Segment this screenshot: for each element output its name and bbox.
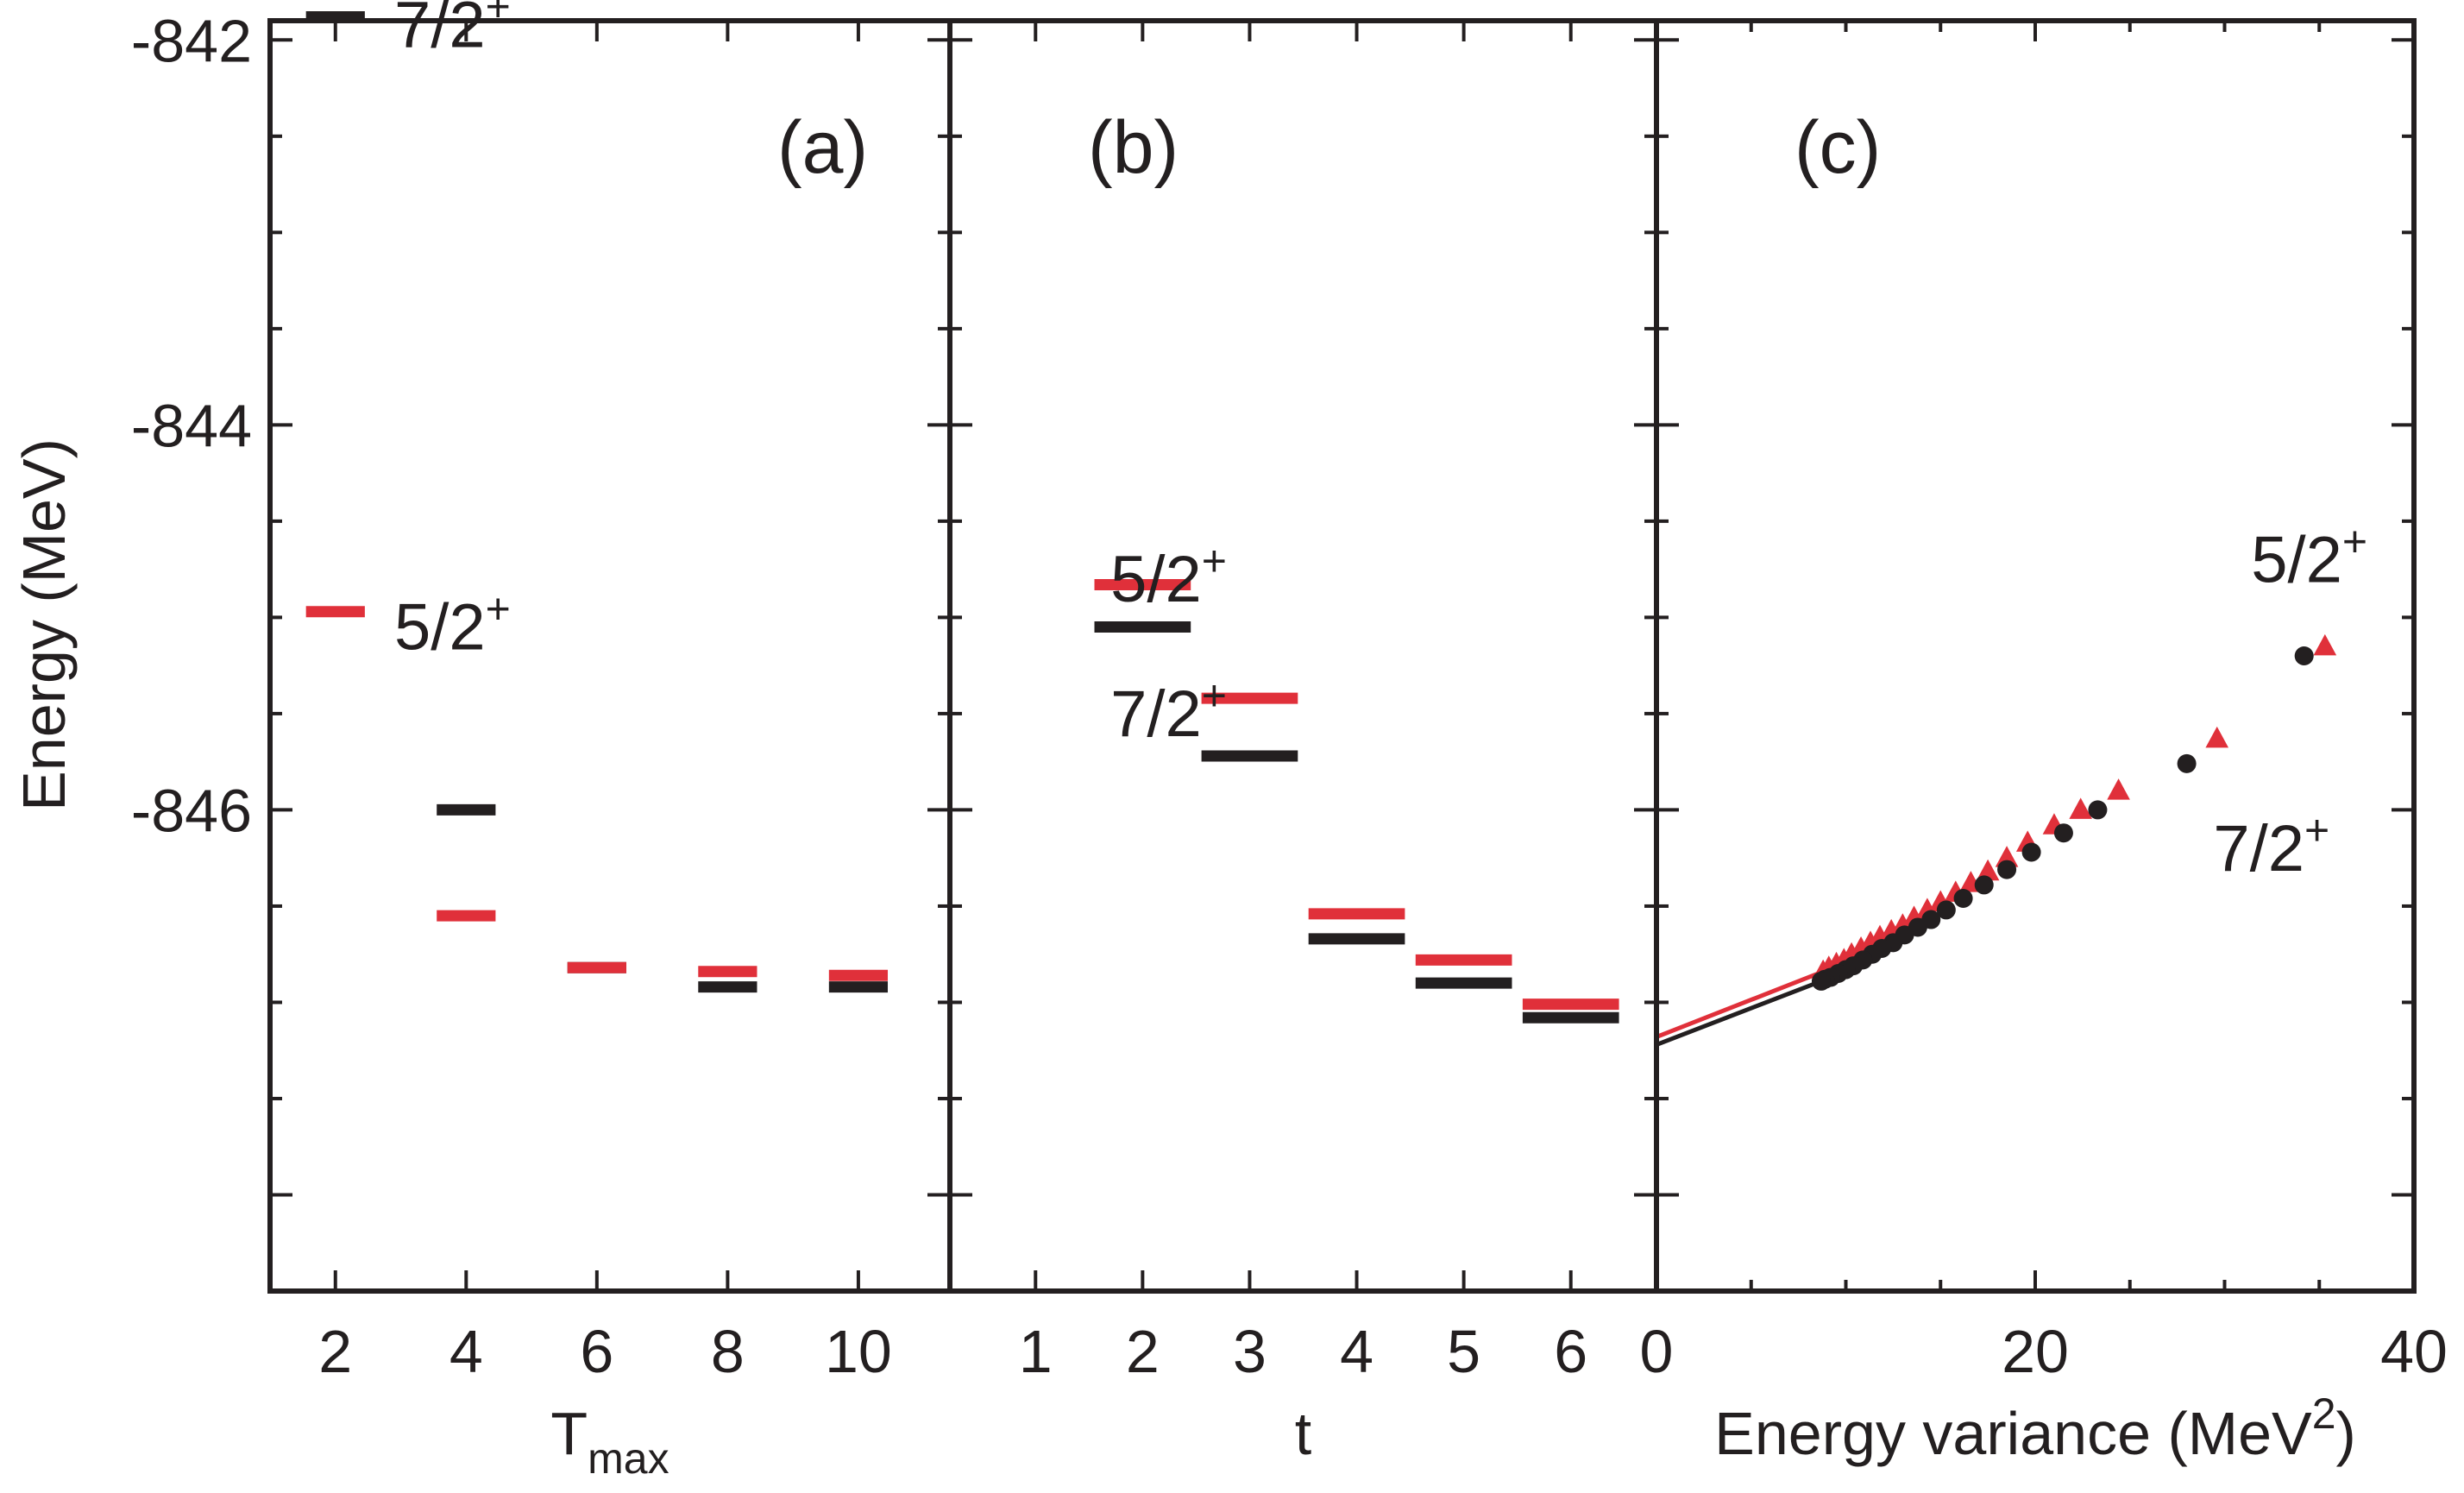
x-tick-label: 6	[1554, 1318, 1587, 1385]
panel-1: 1 2 3 4 5 6 5/2+ 7/2+ (b) t	[947, 18, 1659, 1467]
data-point	[2294, 646, 2314, 665]
data-point	[2021, 842, 2041, 862]
level-label: 5/2+	[394, 585, 511, 665]
data-point	[2088, 800, 2108, 820]
x-tick-label: 4	[449, 1318, 483, 1385]
x-tick-label: 3	[1233, 1318, 1267, 1385]
panel-2: 0 20 40 5/2+ 7/2+ (c) Energy variance (MeV2)	[1640, 18, 2448, 1467]
y-axis-title: Energy (MeV)	[10, 438, 78, 811]
data-point	[2053, 823, 2073, 843]
data-point	[2313, 633, 2337, 656]
panel-frame	[947, 18, 1659, 1294]
x-tick-label: 2	[318, 1318, 352, 1385]
data-point	[2069, 797, 2092, 819]
data-point	[1976, 859, 2000, 881]
level-label: 7/2+	[2213, 806, 2329, 885]
x-axis-title: t	[1295, 1400, 1311, 1467]
data-point	[2177, 753, 2197, 773]
data-point	[1811, 971, 1831, 991]
data-point	[1936, 900, 1956, 920]
data-point	[1997, 860, 2017, 879]
data-point	[1995, 846, 2019, 867]
x-tick-label: 4	[1340, 1318, 1373, 1385]
x-tick-label: 20	[2002, 1318, 2069, 1385]
data-point	[2107, 778, 2130, 800]
x-axis-title: Energy variance (MeV2)	[1714, 1389, 2356, 1467]
x-tick-label: 0	[1640, 1318, 1674, 1385]
x-tick-label: 40	[2380, 1318, 2448, 1385]
panel-letter: (c)	[1795, 106, 1881, 189]
panel-0: 2 4 6 8 10 7/2+ 5/2+ (a) Tmax	[267, 0, 952, 1483]
panel-letter: (b)	[1088, 106, 1179, 189]
level-label: 7/2+	[394, 0, 511, 61]
fit-line	[1656, 979, 1822, 1047]
y-tick-label: -842	[131, 7, 252, 74]
panel-frame	[1654, 18, 2417, 1294]
level-label: 5/2+	[1110, 537, 1227, 616]
data-point	[2205, 726, 2229, 748]
x-tick-label: 6	[580, 1318, 613, 1385]
panel-letter: (a)	[777, 106, 868, 189]
x-tick-label: 2	[1126, 1318, 1160, 1385]
panel-frame	[267, 18, 952, 1294]
data-point	[1974, 875, 1994, 895]
x-tick-label: 5	[1447, 1318, 1480, 1385]
fit-line	[1656, 969, 1825, 1039]
level-label: 7/2+	[1110, 671, 1227, 751]
level-label: 5/2+	[2251, 517, 2367, 596]
y-tick-label: -846	[131, 777, 252, 844]
x-tick-label: 8	[711, 1318, 745, 1385]
y-tick-label: -844	[131, 392, 252, 459]
x-tick-label: 1	[1019, 1318, 1053, 1385]
x-axis-title: Tmax	[550, 1400, 669, 1483]
data-point	[1953, 889, 1973, 909]
x-tick-label: 10	[825, 1318, 892, 1385]
